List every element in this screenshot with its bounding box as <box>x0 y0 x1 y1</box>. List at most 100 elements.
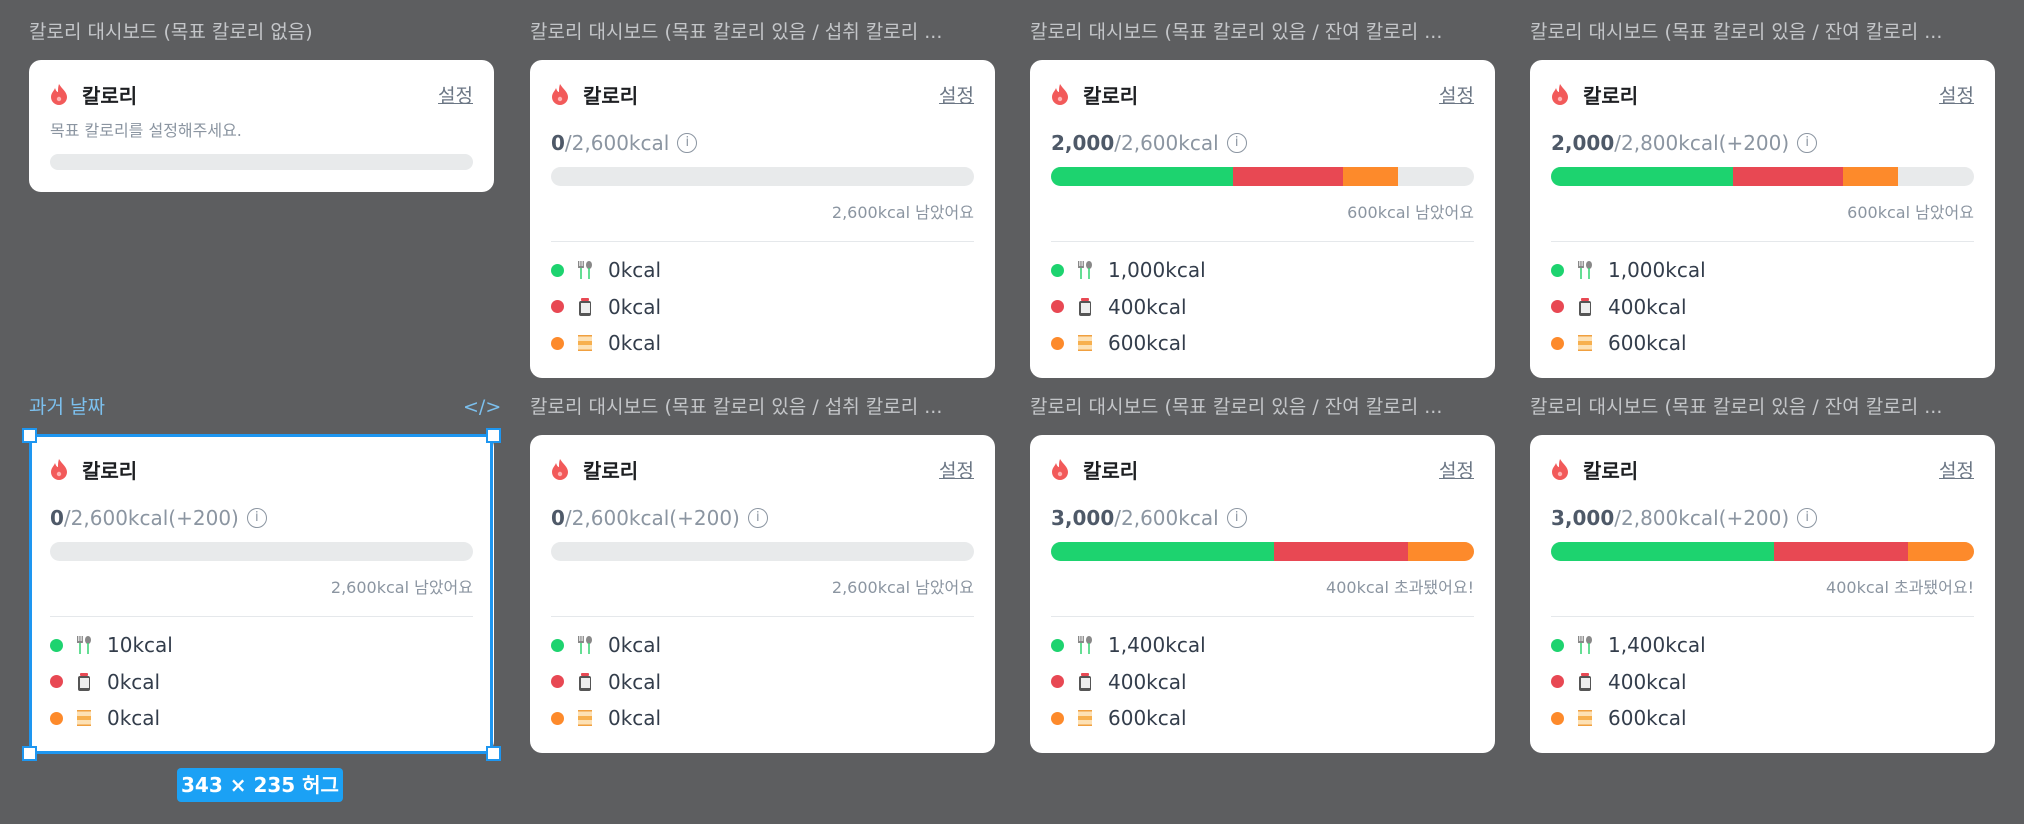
bar-segment-snack <box>1907 542 1974 561</box>
fire-icon <box>51 84 67 105</box>
list-item: 1,400kcal <box>1051 630 1206 660</box>
legend-dot <box>1551 711 1564 725</box>
info-icon[interactable]: i <box>747 508 768 528</box>
consumed-kcal: 0 <box>551 131 565 155</box>
legend-dot <box>551 711 564 725</box>
utensils-icon <box>1578 261 1592 279</box>
resize-handle[interactable] <box>486 746 501 761</box>
info-icon[interactable]: i <box>1226 133 1247 153</box>
utensils-icon <box>1578 636 1592 654</box>
status-text: 400kcal 초과됐어요! <box>1826 578 1974 597</box>
resize-handle[interactable] <box>486 428 501 443</box>
goal-kcal: /2,600kcal <box>564 131 670 155</box>
settings-link[interactable]: 설정 <box>1439 84 1474 107</box>
kcal-value: 1,400kcal <box>1608 633 1706 657</box>
goal-kcal: /2,800kcal(+200) <box>1614 506 1790 530</box>
status-text: 600kcal 남았어요 <box>1847 203 1974 222</box>
utensils-icon <box>1078 261 1092 279</box>
kcal-value: 600kcal <box>1608 706 1687 730</box>
calorie-summary: 2,000/2,600kcal i <box>1051 129 1247 157</box>
goal-kcal: /2,600kcal(+200) <box>564 506 740 530</box>
legend-dot <box>1551 300 1564 313</box>
card-title: 칼로리 <box>1083 83 1139 108</box>
goal-kcal: /2,600kcal(+200) <box>63 506 239 530</box>
calorie-summary: 3,000/2,600kcal i <box>1051 504 1247 532</box>
progress-bar <box>551 542 974 561</box>
list-item: 0kcal <box>551 328 661 358</box>
snack-icon <box>77 710 91 726</box>
kcal-value: 400kcal <box>1108 669 1187 694</box>
calorie-card: 칼로리 설정 3,000/2,600kcal i 400kcal 초과됐어요! 1,… <box>1030 435 1495 753</box>
bar-segment-drink <box>1773 542 1908 561</box>
list-item: 400kcal <box>1551 667 1687 697</box>
divider <box>50 616 473 617</box>
kcal-value: 0kcal <box>608 669 662 694</box>
info-icon[interactable]: i <box>1226 508 1247 528</box>
legend-dot <box>551 300 564 313</box>
kcal-value: 0kcal <box>107 706 161 730</box>
legend-dot <box>551 336 564 350</box>
section-label: 칼로리 대시보드 (목표 칼로리 있음 / 섭취 칼로리 ... <box>530 396 943 418</box>
list-item: 0kcal <box>50 703 160 733</box>
settings-link[interactable]: 설정 <box>1439 459 1474 482</box>
calorie-summary: 2,000/2,800kcal(+200) i <box>1551 129 1818 157</box>
jar-icon <box>1579 672 1591 691</box>
legend-dot <box>551 638 564 652</box>
resize-handle[interactable] <box>22 746 37 761</box>
bar-segment-meal <box>1051 542 1274 561</box>
settings-link[interactable]: 설정 <box>438 84 473 107</box>
list-item: 0kcal <box>551 630 661 660</box>
progress-bar <box>50 154 473 170</box>
calorie-summary: 0/2,600kcal(+200) i <box>551 504 768 532</box>
info-icon[interactable]: i <box>677 133 698 153</box>
code-icon[interactable]: </> <box>463 396 502 418</box>
settings-link[interactable]: 설정 <box>1939 459 1974 482</box>
list-item: 0kcal <box>551 667 661 697</box>
snack-icon <box>1578 335 1592 351</box>
snack-icon <box>1078 710 1092 726</box>
card-title: 칼로리 <box>583 83 639 108</box>
calorie-summary: 3,000/2,800kcal(+200) i <box>1551 504 1818 532</box>
past-date-label: 과거 날짜 <box>29 396 105 418</box>
kcal-value: 0kcal <box>608 258 662 282</box>
calorie-card[interactable]: 칼로리 0/2,600kcal(+200) i 2,600kcal 남았어요 10… <box>29 435 494 753</box>
kcal-value: 0kcal <box>608 633 662 657</box>
info-icon[interactable]: i <box>1797 133 1818 153</box>
calorie-card: 칼로리 설정 2,000/2,800kcal(+200) i 600kcal 남았어… <box>1530 60 1995 378</box>
snack-icon <box>578 710 592 726</box>
settings-link[interactable]: 설정 <box>939 459 974 482</box>
legend-dot <box>1051 711 1064 725</box>
settings-link[interactable]: 설정 <box>1939 84 1974 107</box>
card-title: 칼로리 <box>82 458 138 483</box>
snack-icon <box>1578 710 1592 726</box>
list-item: 1,400kcal <box>1551 630 1706 660</box>
info-icon[interactable]: i <box>246 508 267 528</box>
legend-dot <box>1551 336 1564 350</box>
fire-icon <box>1552 459 1568 480</box>
progress-bar <box>1551 542 1974 561</box>
divider <box>1551 241 1974 242</box>
kcal-value: 1,400kcal <box>1108 633 1206 657</box>
status-text: 2,600kcal 남았어요 <box>831 203 974 222</box>
list-item: 1,000kcal <box>1051 255 1206 285</box>
kcal-value: 0kcal <box>107 669 161 694</box>
progress-bar <box>1051 167 1474 186</box>
settings-link[interactable]: 설정 <box>939 84 974 107</box>
calorie-summary: 0/2,600kcal i <box>551 129 698 157</box>
bar-segment-drink <box>1732 167 1843 186</box>
list-item: 400kcal <box>1051 667 1187 697</box>
bar-segment-snack <box>1407 542 1474 561</box>
status-text: 2,600kcal 남았어요 <box>831 578 974 597</box>
info-icon[interactable]: i <box>1797 508 1818 528</box>
card-title: 칼로리 <box>1583 458 1639 483</box>
utensils-icon <box>578 261 592 279</box>
calorie-card-no-goal: 칼로리 설정 목표 칼로리를 설정해주세요. <box>29 60 494 192</box>
legend-dot <box>50 711 63 725</box>
snack-icon <box>578 335 592 351</box>
card-title: 칼로리 <box>82 83 138 108</box>
list-item: 10kcal <box>50 630 173 660</box>
legend-dot <box>551 675 564 688</box>
kcal-value: 0kcal <box>608 331 662 355</box>
resize-handle[interactable] <box>22 428 37 443</box>
kcal-value: 400kcal <box>1608 294 1687 319</box>
